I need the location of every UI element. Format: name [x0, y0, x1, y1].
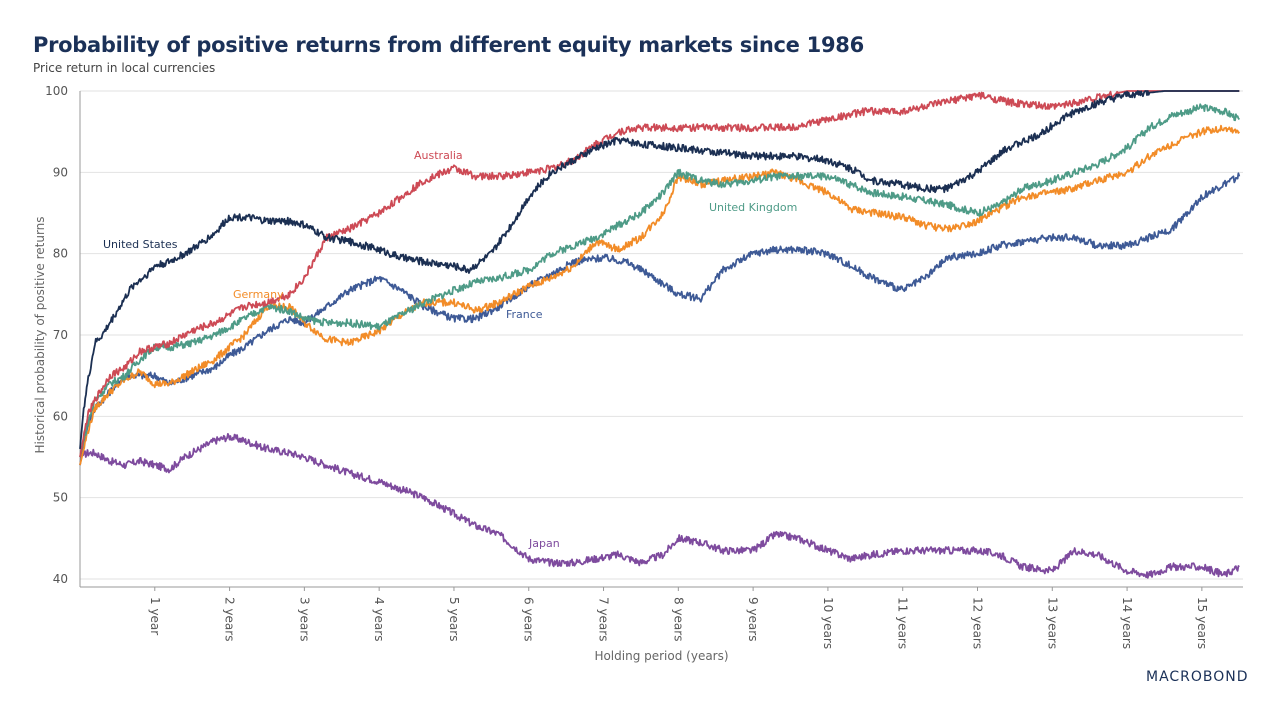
y-tick-label: 40 — [53, 572, 68, 586]
y-tick-label: 70 — [53, 328, 68, 342]
y-tick-label: 80 — [53, 247, 68, 261]
x-tick-label: 4 years — [372, 597, 386, 641]
series-label-france: France — [506, 308, 543, 321]
chart-subtitle: Price return in local currencies — [33, 61, 216, 75]
series-line-united-kingdom — [79, 103, 1241, 458]
series-label-united-states: United States — [103, 238, 178, 251]
x-tick-label: 3 years — [297, 597, 311, 641]
x-tick-label: 6 years — [522, 597, 536, 641]
x-tick-label: 15 years — [1195, 597, 1209, 649]
y-tick-label: 100 — [45, 84, 68, 98]
chart-title: Probability of positive returns from dif… — [33, 33, 864, 57]
x-tick-label: 14 years — [1120, 597, 1134, 649]
x-axis-label: Holding period (years) — [594, 649, 728, 663]
x-tick-label: 5 years — [447, 597, 461, 641]
series-line-australia — [79, 90, 1240, 458]
x-tick-label: 10 years — [821, 597, 835, 649]
series-label-germany: Germany — [233, 288, 284, 301]
series-line-japan — [79, 432, 1240, 579]
x-tick-label: 12 years — [970, 597, 984, 649]
macrobond-logo: MACROBOND — [1146, 669, 1249, 685]
x-tick-label: 9 years — [746, 597, 760, 641]
y-tick-label: 60 — [53, 409, 68, 423]
series-line-united-states — [79, 90, 1240, 449]
x-tick-label: 7 years — [597, 597, 611, 641]
y-tick-label: 90 — [53, 165, 68, 179]
series-label-australia: Australia — [414, 149, 463, 162]
y-axis-label: Historical probability of positive retur… — [33, 216, 47, 453]
y-tick-label: 50 — [53, 491, 68, 505]
series-label-united-kingdom: United Kingdom — [709, 201, 797, 214]
x-tick-label: 13 years — [1045, 597, 1059, 649]
series-line-france — [79, 172, 1241, 466]
series-label-japan: Japan — [528, 537, 560, 550]
x-tick-label: 1 year — [148, 597, 162, 635]
x-tick-label: 8 years — [671, 597, 685, 641]
x-tick-label: 11 years — [896, 597, 910, 649]
x-tick-label: 2 years — [223, 597, 237, 641]
